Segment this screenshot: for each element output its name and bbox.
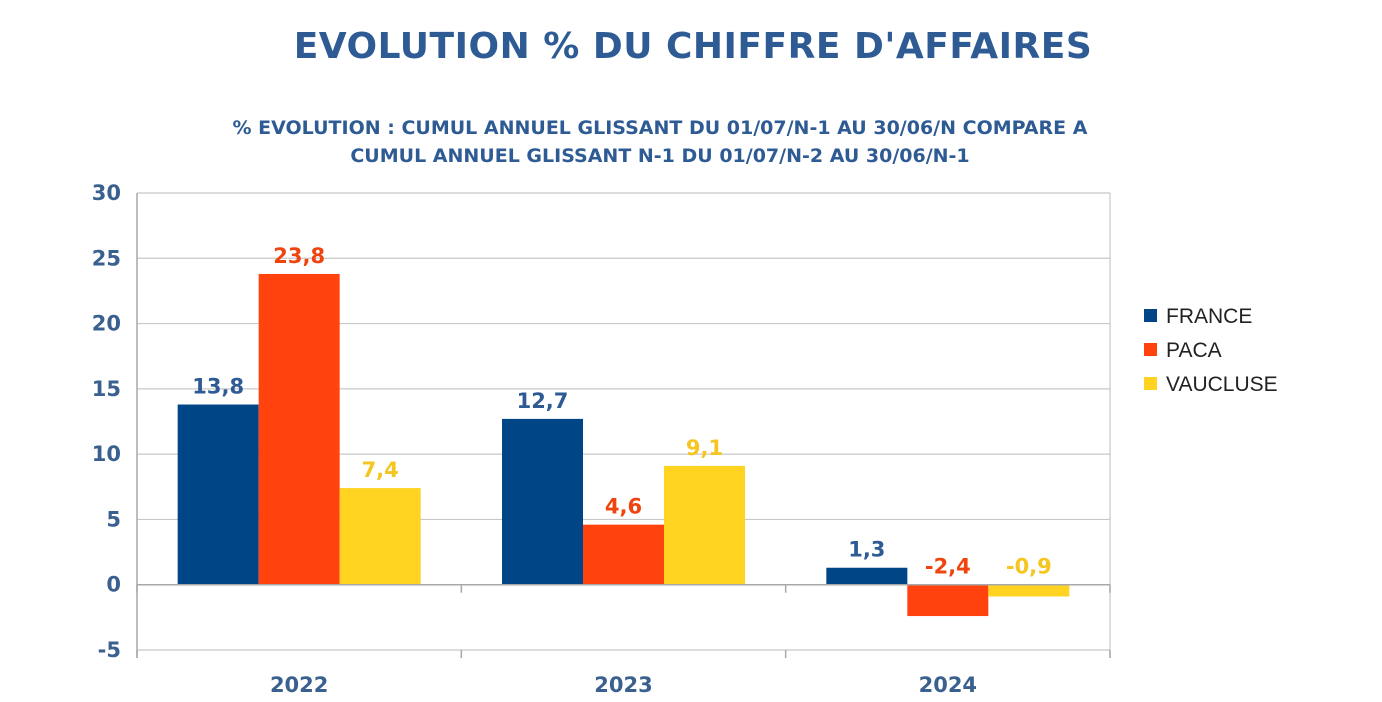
legend-label-france: FRANCE xyxy=(1166,305,1252,328)
chart-subtitle-line-2: CUMUL ANNUEL GLISSANT N-1 DU 01/07/N-2 A… xyxy=(350,145,970,167)
data-label-paca-2023: 4,6 xyxy=(605,495,642,519)
bar-vaucluse-2023 xyxy=(664,465,745,585)
chart-subtitle-line-1: % EVOLUTION : CUMUL ANNUEL GLISSANT DU 0… xyxy=(232,117,1088,139)
axes: -5 0 5 10 15 20 25 30 2022 2023 2024 xyxy=(92,181,1111,697)
bar-vaucluse-2024 xyxy=(988,584,1070,597)
legend-swatch-paca xyxy=(1144,343,1157,356)
legend-swatch-france xyxy=(1144,309,1157,322)
bar-france-2024 xyxy=(826,567,908,585)
x-tick-label: 2023 xyxy=(594,673,652,697)
data-label-paca-2024: -2,4 xyxy=(925,555,971,579)
data-label-france-2024: 1,3 xyxy=(848,538,885,562)
bar-france-2022 xyxy=(177,404,259,585)
legend-label-paca: PACA xyxy=(1166,339,1222,362)
y-tick-label: 5 xyxy=(106,507,121,531)
y-tick-label: 30 xyxy=(92,181,121,205)
bar-paca-2023 xyxy=(583,524,664,585)
data-label-france-2023: 12,7 xyxy=(517,389,569,413)
legend-label-vaucluse: VAUCLUSE xyxy=(1166,373,1278,396)
y-tick-label: 15 xyxy=(92,377,121,401)
bars xyxy=(177,273,1070,617)
bar-vaucluse-2022 xyxy=(339,488,421,585)
x-tick-label: 2024 xyxy=(919,673,977,697)
y-tick-label: 20 xyxy=(92,312,121,336)
y-tick-label: 10 xyxy=(92,442,121,466)
chart-title: EVOLUTION % DU CHIFFRE D'AFFAIRES xyxy=(293,26,1093,67)
y-tick-label: 0 xyxy=(106,573,121,597)
legend-swatch-vaucluse xyxy=(1144,377,1157,390)
bar-france-2023 xyxy=(502,418,583,585)
x-tick-label: 2022 xyxy=(270,673,328,697)
bar-paca-2022 xyxy=(258,273,340,585)
data-label-paca-2022: 23,8 xyxy=(273,244,325,268)
legend: FRANCE PACA VAUCLUSE xyxy=(1144,305,1278,396)
data-label-vaucluse-2024: -0,9 xyxy=(1006,555,1052,579)
bar-paca-2024 xyxy=(907,584,989,617)
y-tick-label: -5 xyxy=(98,638,121,662)
y-tick-label: 25 xyxy=(92,246,121,270)
data-label-france-2022: 13,8 xyxy=(192,375,244,399)
data-label-vaucluse-2023: 9,1 xyxy=(686,436,723,460)
data-label-vaucluse-2022: 7,4 xyxy=(362,458,399,482)
data-labels: 13,8 23,8 7,4 12,7 4,6 9,1 1,3 -2,4 -0,9 xyxy=(192,244,1052,579)
